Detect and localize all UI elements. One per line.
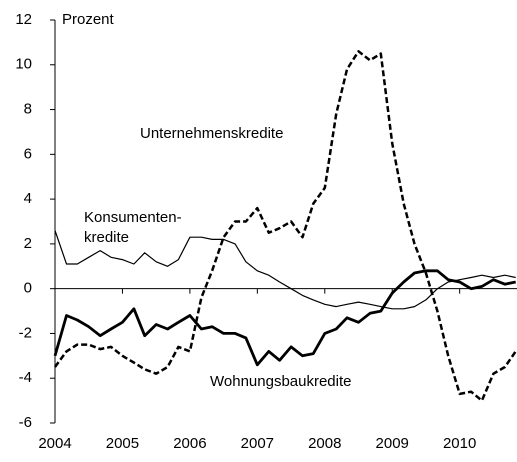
series-line — [53, 50, 517, 402]
y-tick-label: 6 — [24, 145, 32, 162]
annotation: Unternehmenskredite — [140, 125, 283, 142]
y-tick-label: 12 — [15, 11, 32, 28]
y-tick-label: -4 — [19, 369, 32, 386]
y-tick-label: 2 — [24, 235, 32, 252]
x-tick-label: 2010 — [443, 435, 476, 452]
x-tick-label: 2007 — [241, 435, 274, 452]
y-tick-label: -2 — [19, 324, 32, 341]
y-axis-label: Prozent — [62, 11, 115, 28]
annotation: kredite — [84, 229, 129, 246]
x-tick-label: 2004 — [38, 435, 71, 452]
y-tick-label: 10 — [15, 56, 32, 73]
y-tick-label: -6 — [19, 414, 32, 431]
x-tick-label: 2008 — [308, 435, 341, 452]
annotation: Wohnungsbaukredite — [210, 373, 352, 390]
x-tick-label: 2005 — [106, 435, 139, 452]
y-tick-label: 8 — [24, 101, 32, 118]
series-line — [54, 230, 516, 310]
y-tick-label: 4 — [24, 190, 32, 207]
x-tick-label: 2006 — [173, 435, 206, 452]
annotation: Konsumenten- — [84, 209, 182, 226]
x-tick-label: 2009 — [376, 435, 409, 452]
series-line — [53, 269, 516, 367]
y-tick-label: 0 — [24, 280, 32, 297]
